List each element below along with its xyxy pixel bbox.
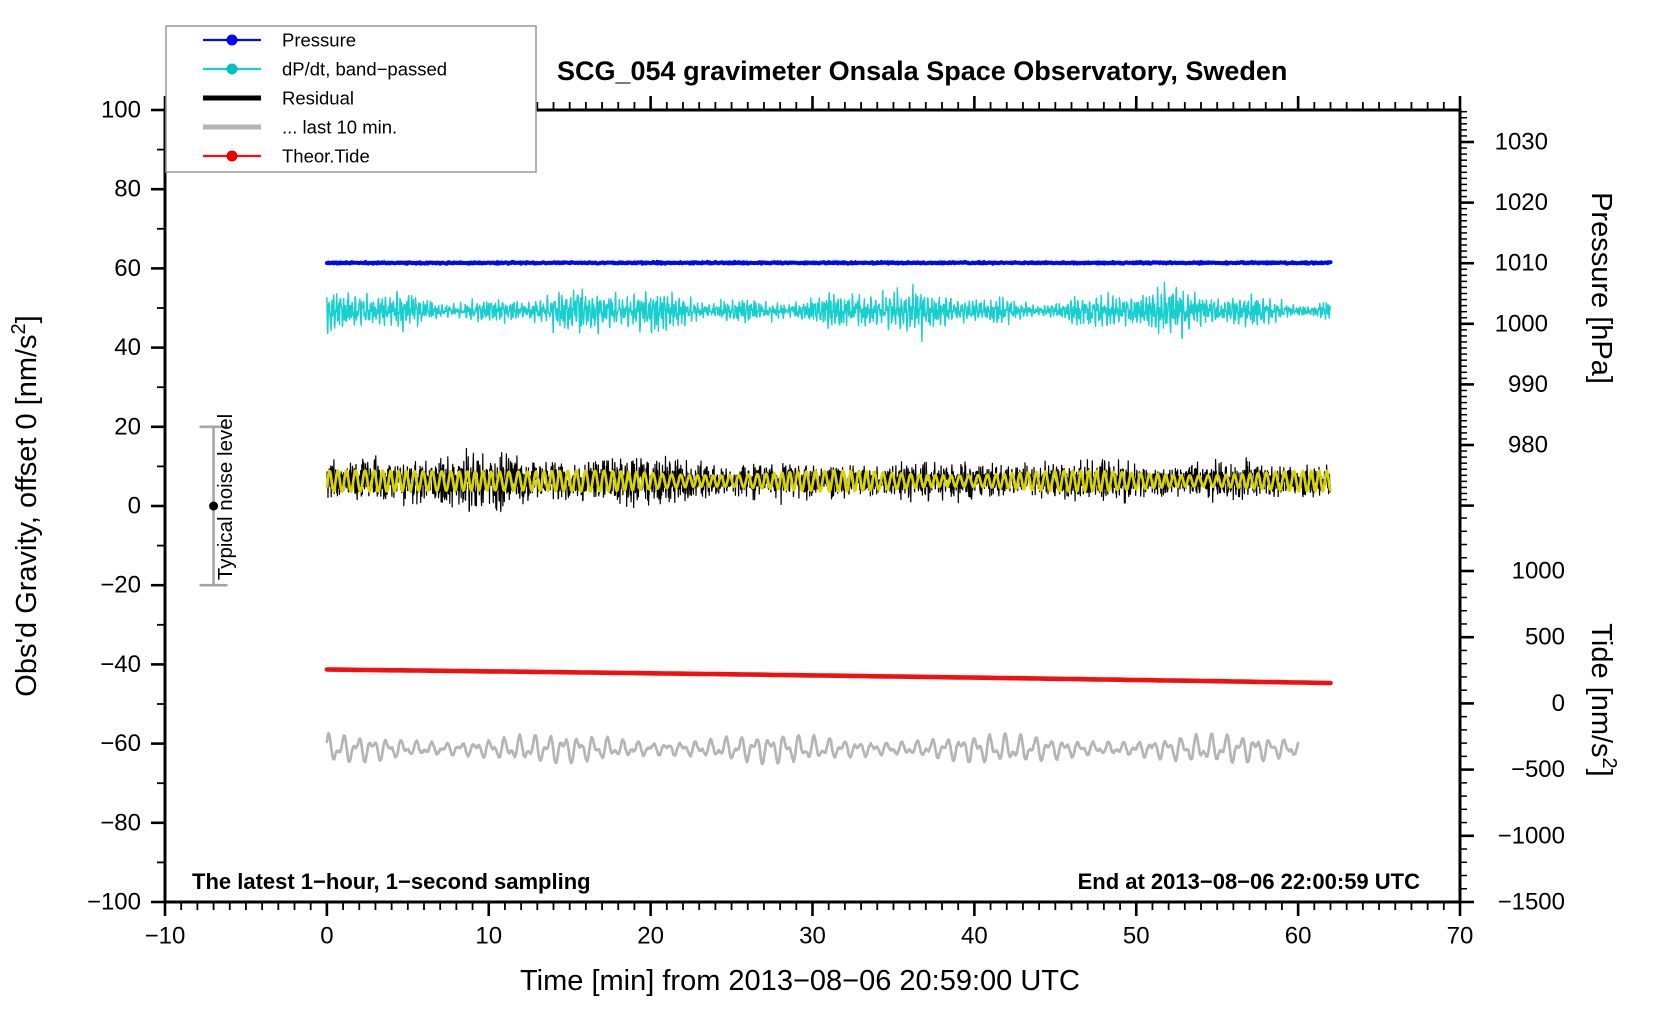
legend-marker-dot	[226, 150, 238, 162]
y-left-tick-label: 60	[114, 255, 141, 282]
tide-tick-label: −1500	[1498, 889, 1565, 916]
y-left-tick-label: 40	[114, 334, 141, 361]
axes-layer: −10 0 10 20 30 40 50 60 70−100−80−60−40−20020406…	[87, 96, 1565, 950]
x-tick-label: 60	[1285, 923, 1312, 950]
tide-tick-label: −500	[1511, 756, 1565, 783]
y-left-tick-label: 0	[128, 493, 141, 520]
series-layer	[324, 259, 1333, 766]
x-tick-label: 20	[637, 923, 664, 950]
tide-tick-label: −1000	[1498, 822, 1565, 849]
y-left-tick-label: −100	[87, 889, 141, 916]
legend-item-label: Pressure	[282, 30, 356, 51]
x-tick-label: 50	[1123, 923, 1150, 950]
x-tick-label: 40	[961, 923, 988, 950]
plot-frame	[163, 108, 1462, 904]
y-left-tick-label: 100	[101, 97, 141, 124]
pressure-tick-label: 990	[1508, 371, 1548, 398]
legend-marker-dot	[226, 34, 238, 46]
x-axis-title: Time [min] from 2013−08−06 20:59:00 UTC	[520, 965, 1080, 997]
pressure-tick-label: 1020	[1495, 189, 1548, 216]
chart-title: SCG_054 gravimeter Onsala Space Observat…	[557, 56, 1287, 86]
tide-tick-label: 500	[1525, 624, 1565, 651]
y-left-tick-label: −60	[100, 730, 141, 757]
sampling-annotation: The latest 1−hour, 1−second sampling	[192, 869, 591, 894]
pressure-tick-label: 1030	[1495, 129, 1548, 156]
y-left-tick-label: 80	[114, 176, 141, 203]
y-left-tick-label: −80	[100, 809, 141, 836]
tide-tick-label: 0	[1552, 690, 1565, 717]
series-flat-line	[324, 259, 1333, 266]
legend-marker-dot	[226, 63, 238, 75]
series-smoothosc-line	[325, 469, 1332, 493]
tide-axis-title: Tide [nm/s2]	[1585, 623, 1620, 776]
legend-item-label: Residual	[282, 88, 354, 109]
x-tick-label: 0	[320, 923, 333, 950]
x-tick-label: 10	[475, 923, 502, 950]
pressure-tick-label: 1000	[1495, 310, 1548, 337]
y-left-tick-label: −40	[100, 651, 141, 678]
noise-bar-layer	[199, 425, 228, 587]
y-left-axis-title: Obs'd Gravity, offset 0 [nm/s2]	[8, 315, 43, 696]
x-tick-label: −10	[145, 923, 186, 950]
noise-bar-label: Typical noise level	[214, 414, 237, 580]
series-trend-line	[324, 667, 1333, 686]
legend-item-label: dP/dt, band−passed	[282, 59, 447, 80]
y-left-tick-label: 20	[114, 413, 141, 440]
series-bandpass-line	[326, 281, 1332, 343]
x-tick-label: 70	[1447, 923, 1474, 950]
legend-item-label: Theor.Tide	[282, 146, 370, 167]
legend-item-label: ... last 10 min.	[282, 117, 397, 138]
series-smoothosc2-line	[325, 731, 1300, 766]
end-time-annotation: End at 2013−08−06 22:00:59 UTC	[1078, 869, 1421, 894]
y-left-tick-label: −20	[100, 572, 141, 599]
x-tick-label: 30	[799, 923, 826, 950]
pressure-axis-title: Pressure [hPa]	[1585, 192, 1617, 384]
pressure-tick-label: 980	[1508, 432, 1548, 459]
pressure-tick-label: 1010	[1495, 250, 1548, 277]
noise-center-dot	[209, 501, 219, 511]
tide-tick-label: 1000	[1512, 558, 1565, 585]
legend-layer: Pressure dP/dt, band−passed Residual ... la…	[165, 25, 537, 173]
